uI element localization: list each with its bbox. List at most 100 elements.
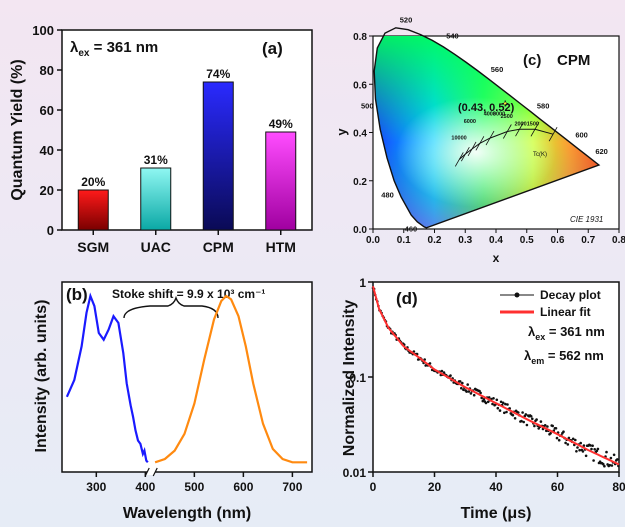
decay-data-point [612, 453, 616, 457]
panel-d-lambda-em: λem = 562 nm [524, 348, 604, 366]
panel-d-ytick-label: 1 [359, 276, 366, 290]
decay-data-point [521, 411, 524, 414]
panel-c: 460 480 500 520 540 560 580 600 620 10000 6000 400… [334, 16, 625, 265]
decay-data-point [495, 398, 499, 402]
decay-data-point [602, 462, 605, 466]
decay-data-point [525, 423, 529, 427]
decay-data-point [442, 371, 446, 374]
decay-data-point [449, 374, 452, 377]
panel-d-xtick-label: 80 [612, 480, 625, 494]
panel-c-ytick-label: 0.6 [353, 80, 367, 91]
panel-d-ylabel: Normalized Intensity [341, 300, 358, 457]
panel-d-label: (d) [396, 289, 418, 308]
panel-a-ylabel: Quantum Yield (%) [9, 59, 26, 200]
bar-uac [140, 167, 172, 231]
decay-data-point [479, 391, 482, 395]
category-label: SGM [77, 239, 109, 255]
legend-decay-label: Decay plot [540, 288, 601, 302]
decay-data-point [582, 444, 586, 447]
panel-c-label: (c) [523, 52, 541, 69]
bar-sgm [77, 189, 109, 231]
panel-d-xtick-label: 40 [489, 480, 503, 494]
decay-data-point [533, 424, 536, 428]
panel-a-ytick-label: 0 [47, 223, 54, 238]
decay-data-point [506, 403, 509, 406]
panel-b-plot-area [61, 281, 313, 473]
decay-data-point [499, 400, 503, 404]
bar-value-label: 49% [269, 117, 293, 131]
panel-c-xtick-label: 0.7 [581, 235, 595, 246]
decay-data-point [546, 425, 549, 428]
absorption-curve [65, 292, 149, 464]
decay-data-point [539, 420, 543, 423]
stoke-shift-annotation: Stoke shift = 9.9 x 10³ cm⁻¹ [112, 287, 265, 301]
decay-data-point [579, 441, 582, 445]
decay-data-point [609, 456, 613, 460]
decay-data-point [617, 464, 620, 468]
wavelength-label: 560 [491, 65, 504, 74]
panel-c-ytick-label: 0.8 [353, 32, 367, 43]
wavelength-label: 620 [595, 147, 608, 156]
decay-data-point [578, 448, 581, 452]
decay-data-point [596, 447, 600, 451]
panel-a: (a) λex = 361 nm Quantum Yield (%) 0 20 40… [9, 23, 313, 255]
decay-data-point [428, 362, 432, 365]
bar-cpm [202, 81, 234, 231]
decay-data-point [465, 390, 468, 393]
panel-a-label: (a) [262, 39, 283, 58]
panel-a-ytick-label: 80 [40, 63, 54, 78]
cie-point-label: (0.43, 0.52) [458, 102, 515, 114]
decay-data-point [486, 400, 490, 404]
decay-data-point [557, 438, 561, 442]
decay-data-point [466, 383, 470, 386]
decay-data-point [517, 411, 520, 414]
cct-label: 4000 [484, 112, 496, 118]
bar-value-label: 20% [81, 175, 105, 189]
isotemperature-line [502, 124, 512, 139]
decay-data-point [543, 424, 547, 427]
decay-data-point [610, 464, 614, 467]
panel-b-xtick-label: 300 [86, 480, 106, 494]
decay-data-point [469, 392, 473, 395]
stoke-shift-brace [123, 295, 219, 319]
decay-data-point [511, 413, 515, 417]
isotemperature-line [485, 130, 495, 146]
decay-data-point [520, 419, 523, 423]
wavelength-label: 500 [361, 101, 374, 110]
panel-c-ytick-label: 0.2 [353, 177, 367, 188]
cct-label: 2000 [514, 121, 526, 127]
panel-a-ytick-label: 40 [40, 143, 54, 158]
decay-data-point [462, 388, 465, 392]
panel-a-lambda-symbol: λ [70, 39, 79, 56]
cct-label: 2500 [501, 114, 513, 120]
panel-d-legend: Decay plot Linear fit [500, 288, 601, 319]
decay-data-point [492, 397, 495, 400]
decay-data-point [496, 406, 500, 410]
panel-d-xtick-label: 20 [428, 480, 442, 494]
decay-data-point [581, 450, 585, 453]
isotemperature-line [475, 136, 485, 151]
isotemperature-line [460, 146, 470, 162]
decay-data-point [524, 413, 528, 416]
panel-c-xtick-label: 0.1 [397, 235, 411, 246]
panel-c-xlabel: x [493, 251, 500, 265]
isotemperature-line [467, 141, 477, 157]
decay-data-point [592, 459, 595, 462]
decay-data-point [503, 411, 506, 415]
decay-data-point [567, 436, 571, 440]
decay-data-point [535, 418, 538, 421]
decay-data-point [562, 430, 565, 434]
decay-data-point [501, 401, 505, 405]
decay-data-point [440, 369, 444, 373]
decay-data-point [576, 446, 579, 449]
isotemperature-line [454, 152, 464, 167]
emission-curve [154, 294, 308, 464]
panel-c-title: CPM [557, 52, 590, 69]
decay-data-point [589, 444, 592, 447]
legend-fit-label: Linear fit [540, 305, 591, 319]
decay-data-point [616, 458, 619, 461]
category-label: UAC [141, 239, 171, 255]
bar-value-label: 31% [144, 153, 168, 167]
cct-label: 1500 [527, 121, 539, 127]
decay-data-point [513, 417, 517, 420]
